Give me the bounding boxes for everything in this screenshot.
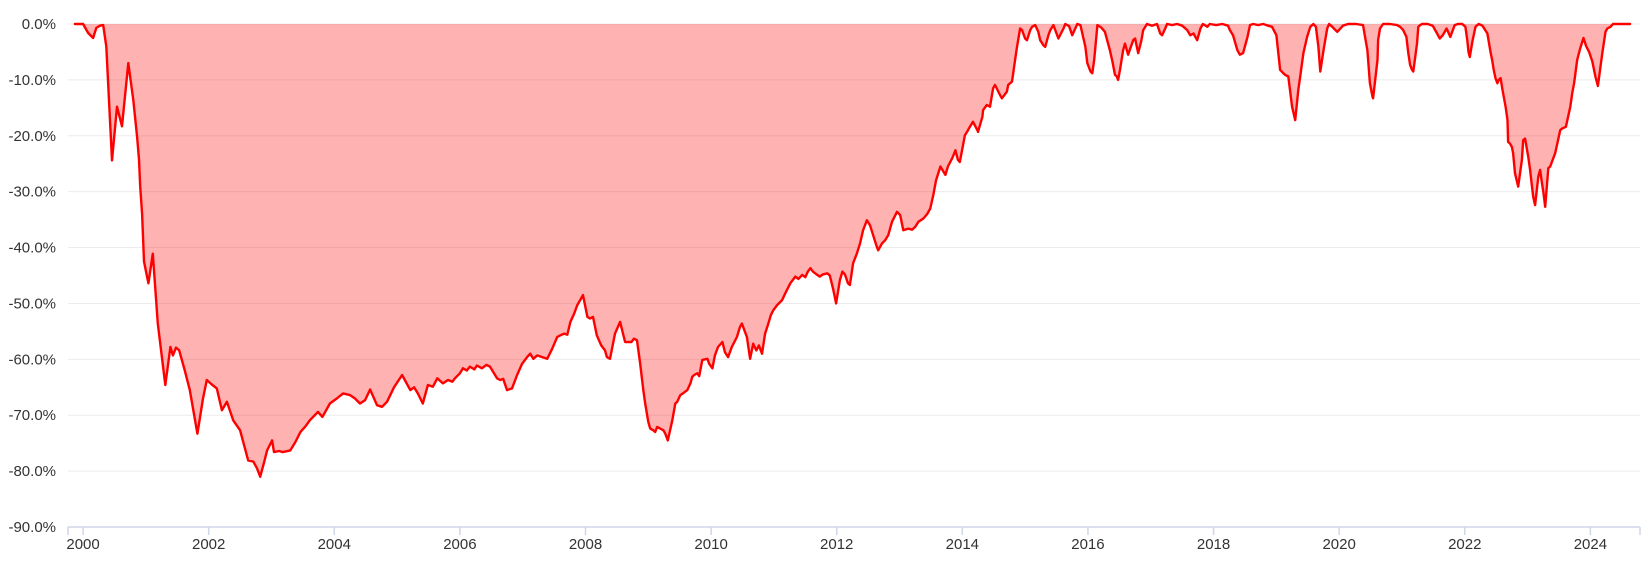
x-tick-label: 2012 (820, 536, 853, 553)
x-tick-label: 2014 (946, 536, 979, 553)
y-tick-label: -70.0% (8, 407, 56, 424)
y-tick-label: -80.0% (8, 463, 56, 480)
y-tick-labels: 0.0% -10.0% -20.0% -30.0% -40.0% -50.0% -60.0%… (8, 16, 56, 536)
x-tick-label: 2000 (66, 536, 99, 553)
y-tick-label: -50.0% (8, 295, 56, 312)
gridlines (68, 23, 1640, 472)
x-tick-label: 2006 (443, 536, 476, 553)
x-tick-label: 2004 (318, 536, 351, 553)
x-tick-label: 2002 (192, 536, 225, 553)
x-tick-labels: 2000 2002 2004 2006 2008 2010 2012 2014 2016 2018… (66, 536, 1607, 553)
y-tick-label: -20.0% (8, 128, 56, 145)
x-axis (67, 526, 1641, 535)
y-tick-label: -10.0% (8, 72, 56, 89)
y-tick-label: -60.0% (8, 351, 56, 368)
x-tick-label: 2020 (1322, 536, 1355, 553)
x-tick-label: 2018 (1197, 536, 1230, 553)
y-tick-label: -40.0% (8, 240, 56, 257)
x-tick-label: 2022 (1448, 536, 1481, 553)
y-tick-label: 0.0% (22, 16, 56, 33)
x-tick-label: 2016 (1071, 536, 1104, 553)
y-tick-label: -30.0% (8, 184, 56, 201)
drawdown-area (74, 24, 1630, 477)
x-tick-label: 2010 (694, 536, 727, 553)
y-tick-label: -90.0% (8, 519, 56, 536)
x-tick-label: 2008 (569, 536, 602, 553)
drawdown-line (73, 22, 1632, 478)
x-tick-label: 2024 (1574, 536, 1607, 553)
